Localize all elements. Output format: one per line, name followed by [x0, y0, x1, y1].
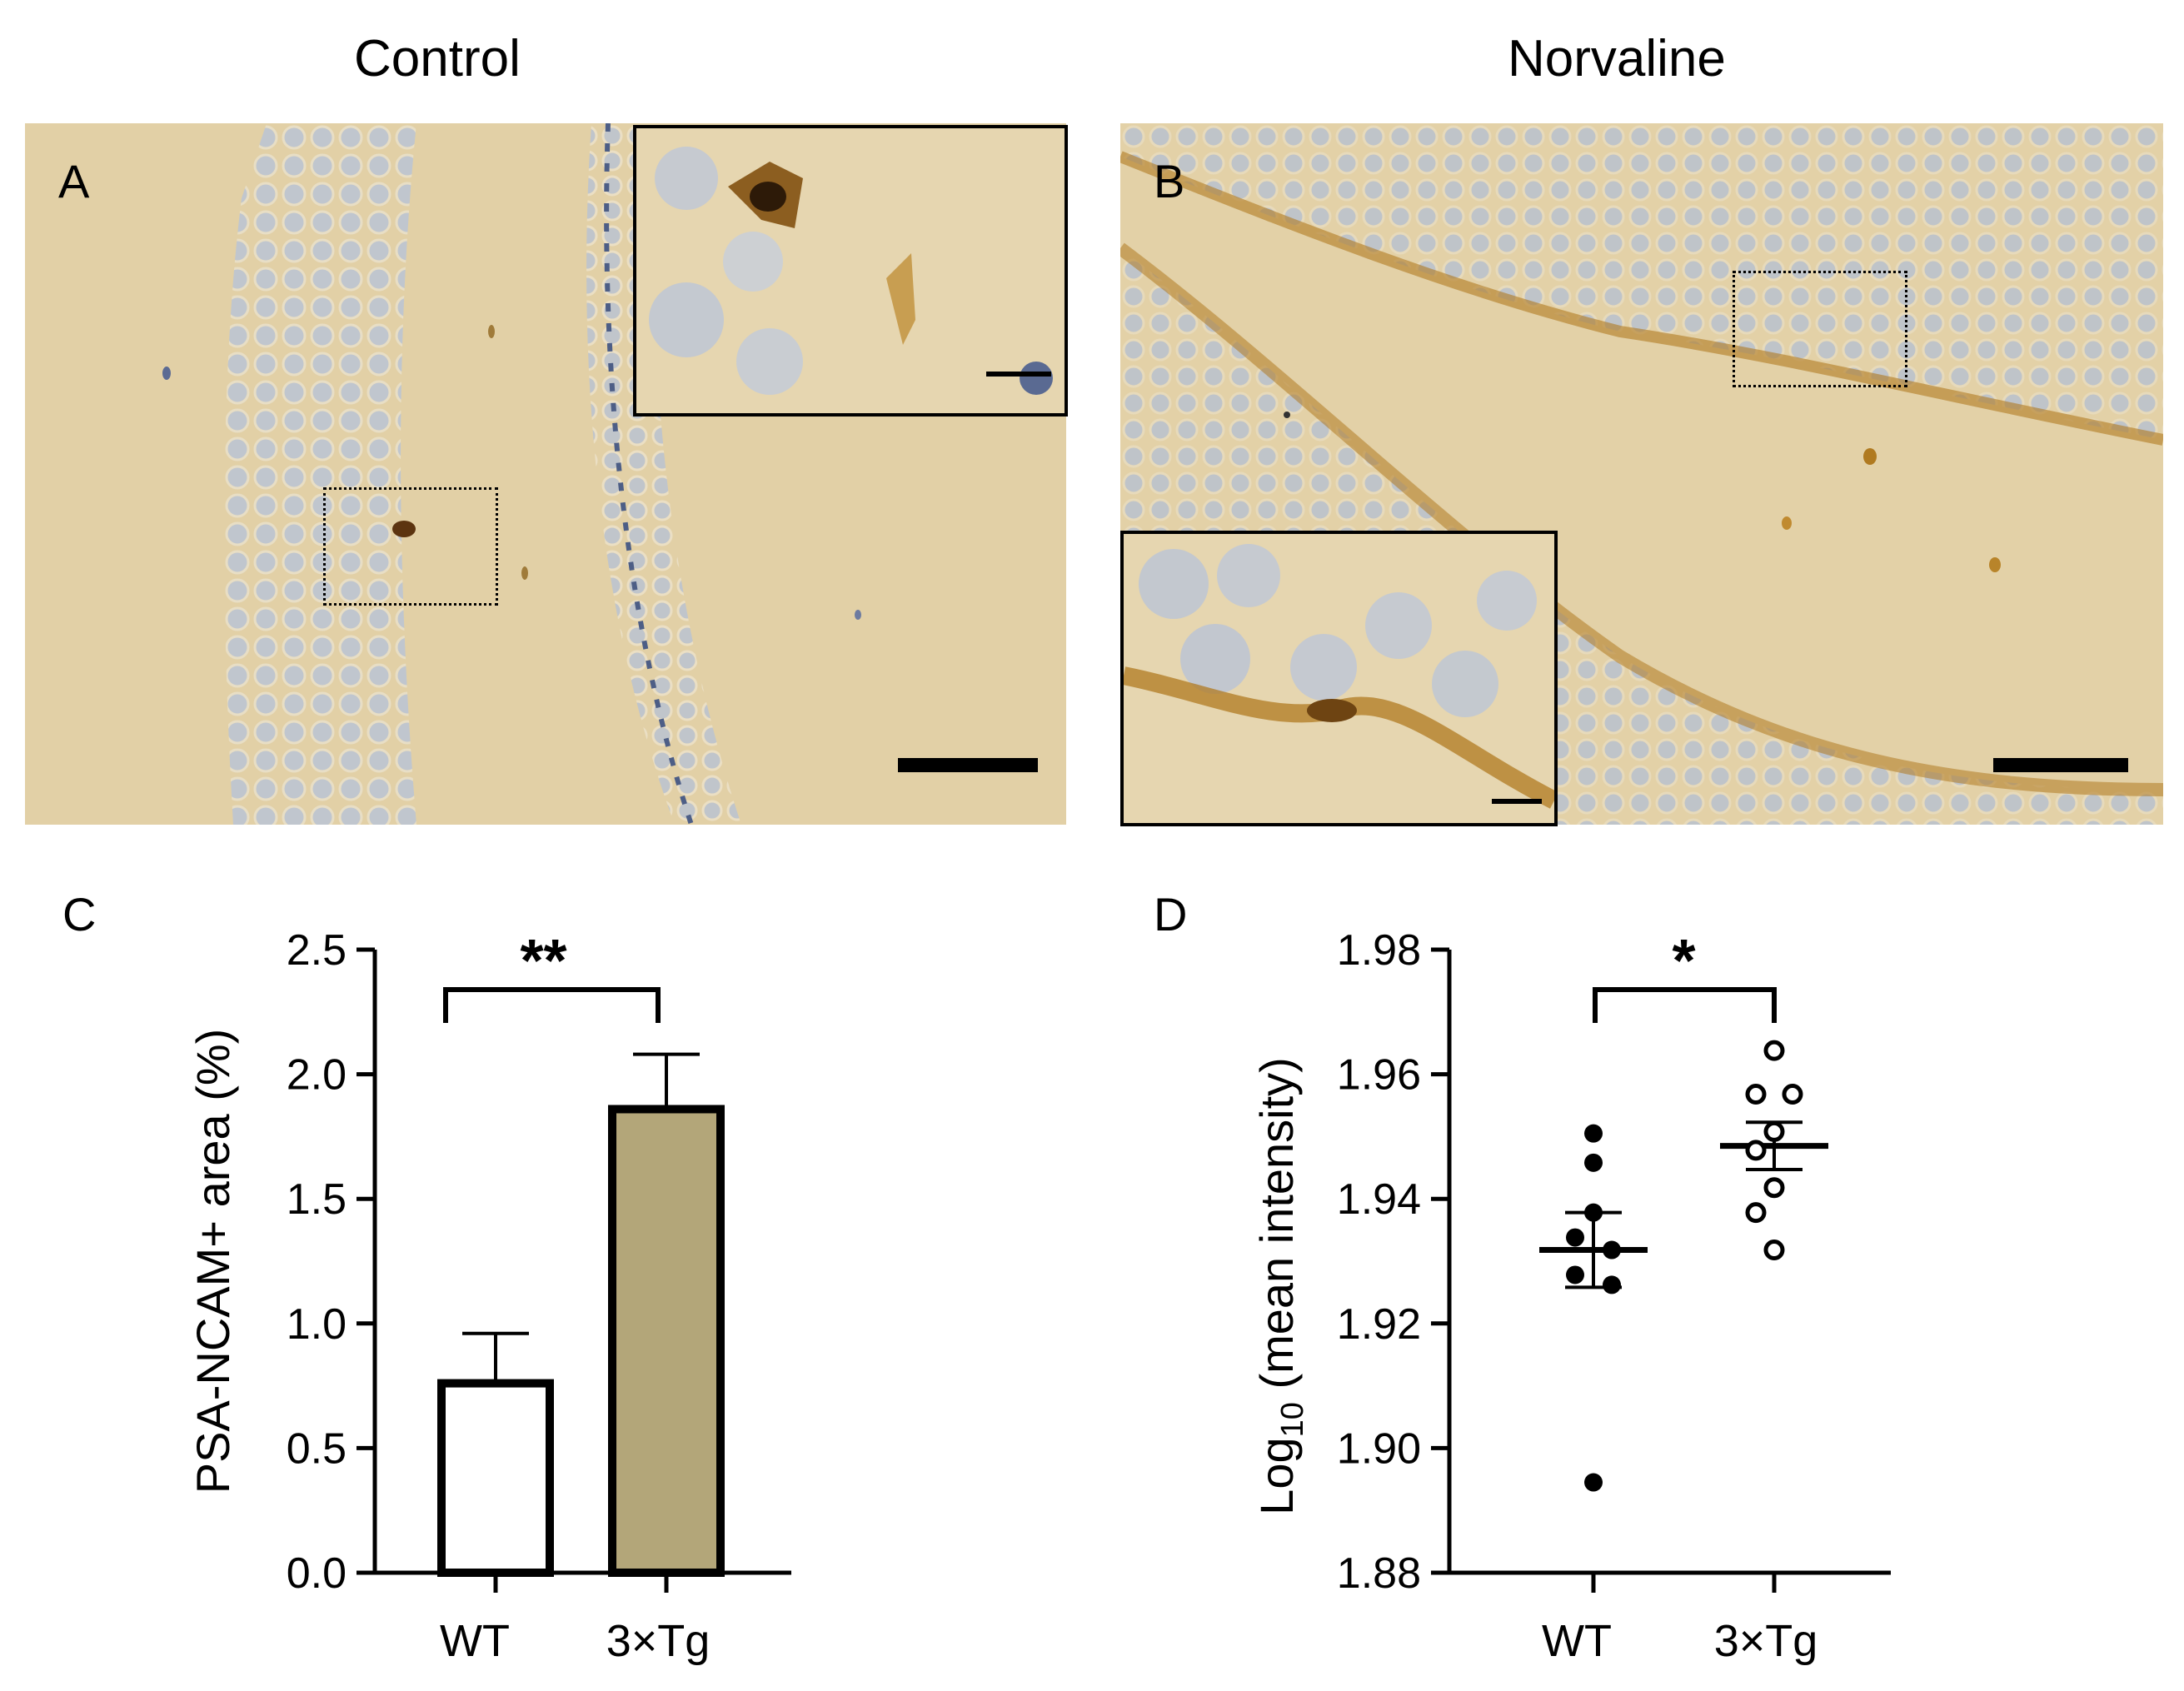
y-tick-label: 1.92	[1337, 1300, 1421, 1349]
inset-a-art	[636, 128, 1065, 413]
data-point-3xtg	[1745, 1140, 1767, 1161]
significance-label: *	[1672, 928, 1695, 995]
significance-bracket	[1593, 987, 1777, 1023]
y-tick-label: 1.94	[1337, 1175, 1421, 1224]
x-tick-label: WT	[440, 1616, 510, 1666]
y-tick-label: 2.0	[287, 1051, 347, 1100]
y-tick-label: 0.0	[287, 1549, 347, 1598]
panel-letter-a: A	[58, 155, 90, 207]
data-point-wt	[1603, 1275, 1621, 1294]
inset-scale-bar-b	[1492, 799, 1542, 804]
data-point-3xtg	[1763, 1040, 1785, 1061]
significance-label: **	[520, 928, 566, 995]
scale-bar-b	[1993, 758, 2128, 772]
scale-bar-a	[898, 758, 1038, 772]
data-point-wt	[1584, 1124, 1603, 1143]
y-tick-label: 0.5	[287, 1424, 347, 1473]
scatter-chart-log-intensity: 1.88 1.90 1.92 1.94 1.96 1.98 WT 3×Tg * Log10 (me…	[1250, 926, 1891, 1666]
data-point-wt	[1584, 1473, 1603, 1492]
y-tick-label: 1.90	[1337, 1424, 1421, 1473]
x-tick-label: WT	[1542, 1616, 1612, 1666]
data-point-wt	[1566, 1228, 1584, 1247]
data-point-wt	[1584, 1203, 1603, 1222]
inset-magnified-b	[1120, 531, 1558, 826]
data-point-wt	[1603, 1240, 1621, 1260]
data-point-3xtg	[1782, 1084, 1803, 1105]
y-axis-label: PSA-NCAM+ area (%)	[187, 1029, 239, 1494]
bar-3xtg	[608, 1105, 725, 1578]
y-tick-label: 1.88	[1337, 1549, 1421, 1598]
column-title-norvaline: Norvaline	[1508, 30, 1726, 87]
bar-wt	[437, 1379, 554, 1577]
x-tick-label: 3×Tg	[606, 1616, 711, 1666]
data-point-3xtg	[1745, 1202, 1767, 1224]
y-tick-label: 2.5	[287, 926, 347, 975]
y-tick-label: 1.98	[1337, 926, 1421, 975]
panel-letter-c: C	[62, 888, 97, 940]
data-point-3xtg	[1763, 1240, 1785, 1261]
column-title-control: Control	[354, 30, 521, 87]
data-point-3xtg	[1763, 1177, 1785, 1199]
data-point-3xtg	[1745, 1084, 1767, 1105]
data-point-3xtg	[1763, 1120, 1785, 1142]
region-of-interest-box-a	[323, 487, 498, 606]
panel-letter-d: D	[1154, 888, 1188, 940]
region-of-interest-box-b	[1733, 271, 1907, 387]
data-point-wt	[1566, 1265, 1584, 1284]
significance-bracket	[443, 987, 661, 1023]
x-tick-label: 3×Tg	[1714, 1616, 1818, 1666]
inset-magnified-a	[633, 125, 1068, 417]
panel-letter-b: B	[1154, 155, 1185, 207]
y-tick-label: 1.0	[287, 1300, 347, 1349]
y-axis-label: Log10 (mean intensity)	[1250, 1057, 1310, 1515]
y-tick-label: 1.5	[287, 1175, 347, 1224]
data-point-wt	[1584, 1153, 1603, 1172]
inset-scale-bar-a	[986, 372, 1051, 377]
inset-b-art	[1124, 534, 1554, 823]
y-tick-label: 1.96	[1337, 1051, 1421, 1100]
bar-chart-psa-ncam-area: 0.0 0.5 1.0 1.5 2.0 2.5 WT 3×Tg ** PSA-NCAM+ area…	[187, 926, 791, 1666]
